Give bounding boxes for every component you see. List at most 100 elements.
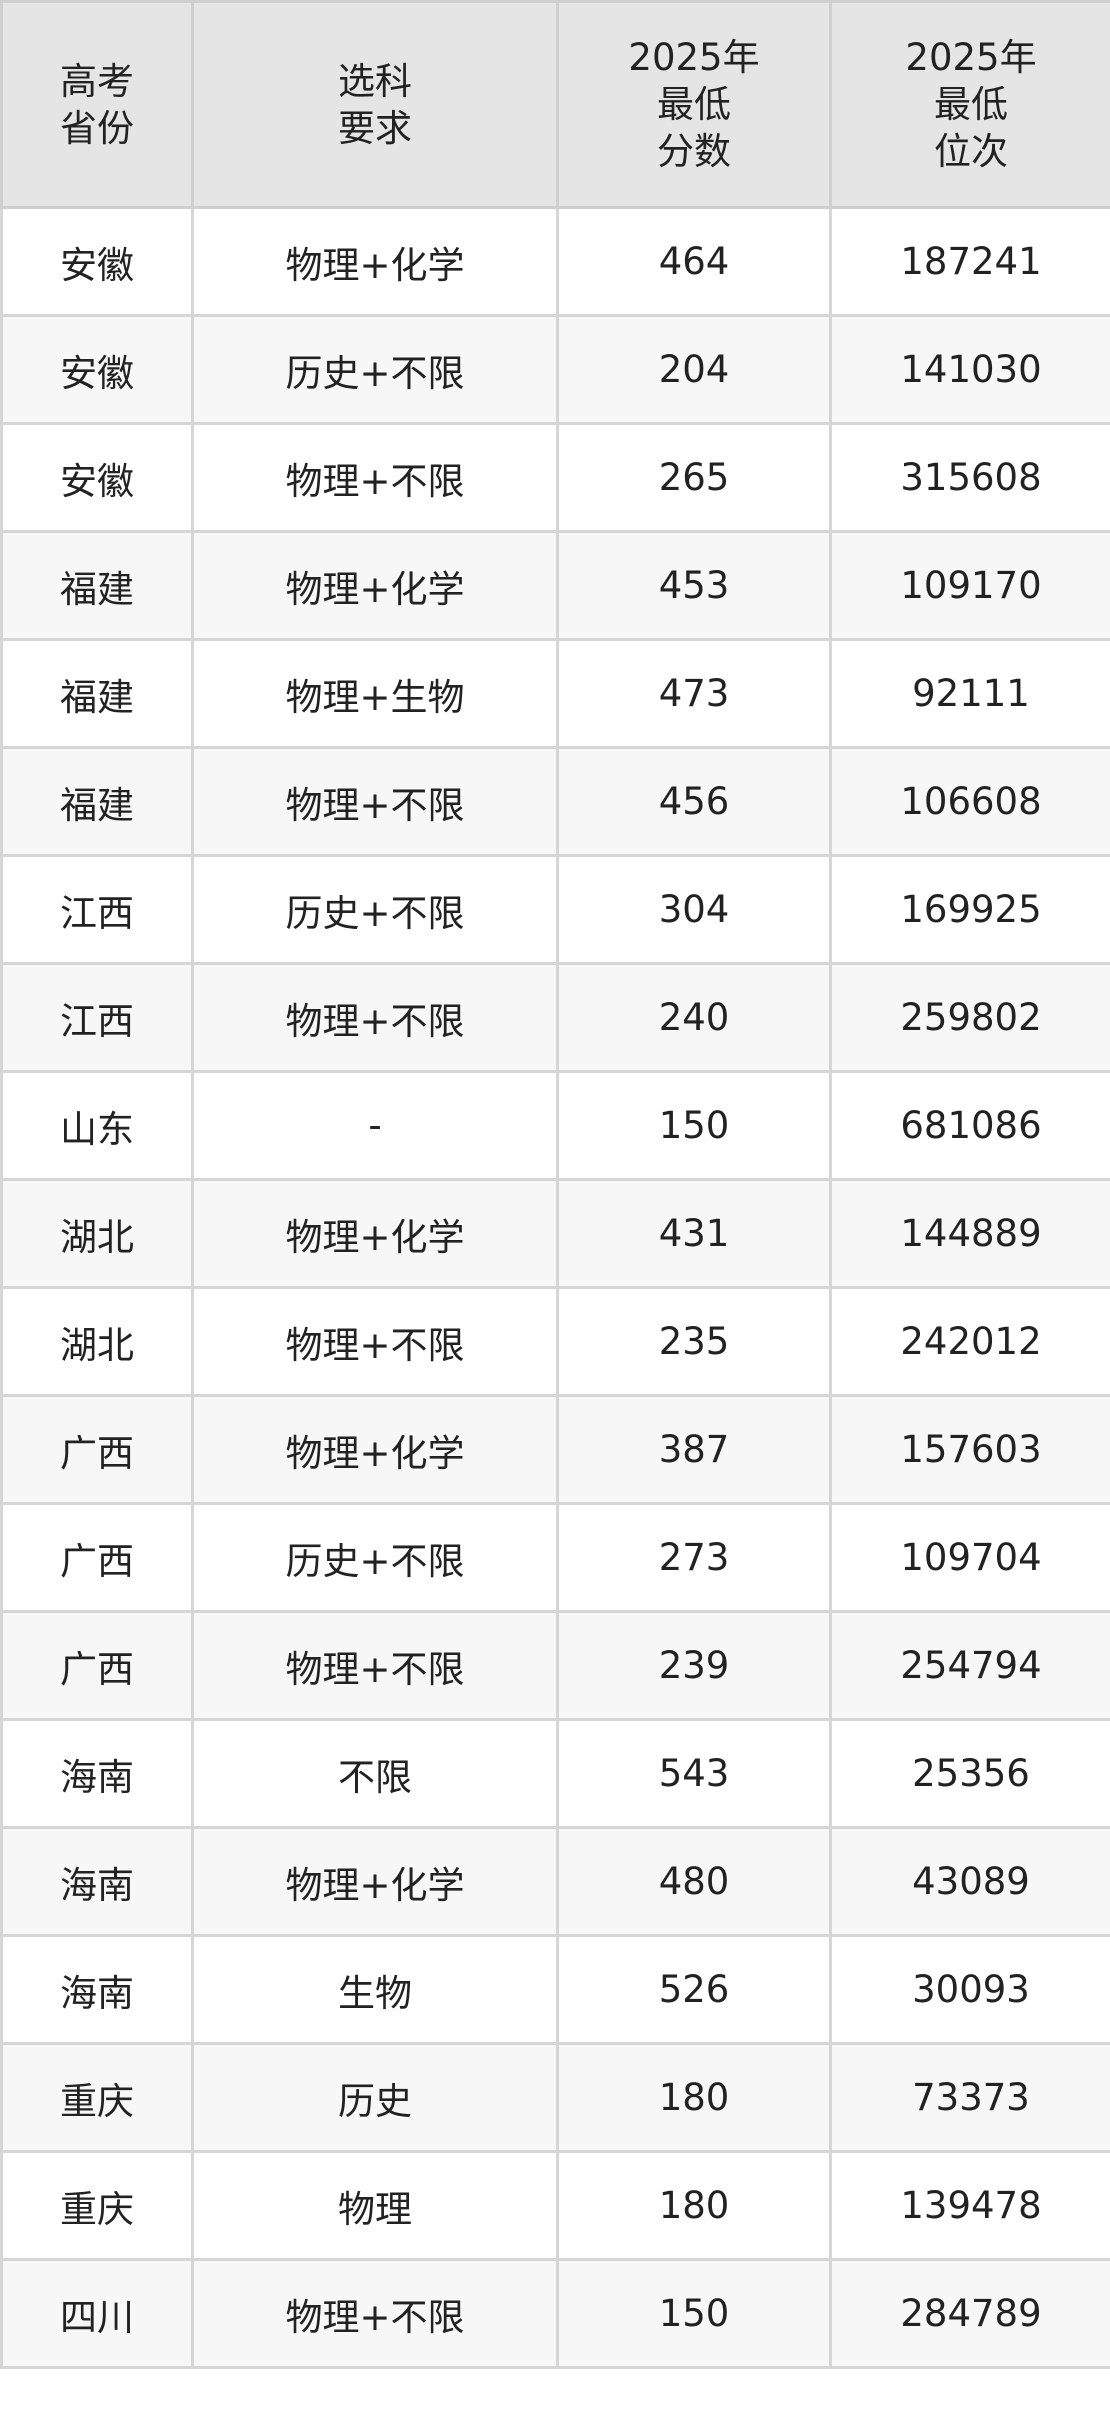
score-cell: 543 xyxy=(556,1718,832,1829)
table-row: 福建 物理+化学 453 109170 xyxy=(0,530,1110,641)
header-min-rank: 2025年 最低 位次 xyxy=(829,0,1110,209)
rank-cell: 157603 xyxy=(829,1394,1110,1505)
table-row: 海南 不限 543 25356 xyxy=(0,1718,1110,1829)
table-row: 安徽 物理+不限 265 315608 xyxy=(0,422,1110,533)
province-cell: 湖北 xyxy=(0,1178,194,1289)
subjects-cell: 物理+不限 xyxy=(191,1610,559,1721)
score-cell: 473 xyxy=(556,638,832,749)
subjects-cell: 物理+化学 xyxy=(191,206,559,317)
header-min-score: 2025年 最低 分数 xyxy=(556,0,832,209)
header-line: 省份 xyxy=(60,106,134,150)
subjects-cell: 物理+不限 xyxy=(191,746,559,857)
table-row: 海南 生物 526 30093 xyxy=(0,1934,1110,2045)
rank-cell: 109704 xyxy=(829,1502,1110,1613)
province-cell: 福建 xyxy=(0,746,194,857)
rank-cell: 141030 xyxy=(829,314,1110,425)
subjects-cell: 物理+化学 xyxy=(191,1394,559,1505)
score-cell: 464 xyxy=(556,206,832,317)
subjects-cell: 不限 xyxy=(191,1718,559,1829)
table-row: 重庆 历史 180 73373 xyxy=(0,2042,1110,2153)
rank-cell: 284789 xyxy=(829,2258,1110,2369)
header-line: 高考 xyxy=(60,59,134,103)
score-cell: 204 xyxy=(556,314,832,425)
rank-cell: 25356 xyxy=(829,1718,1110,1829)
province-cell: 福建 xyxy=(0,530,194,641)
table-row: 山东 -150 681086 xyxy=(0,1070,1110,1181)
province-cell: 海南 xyxy=(0,1718,194,1829)
header-line: 分数 xyxy=(657,130,731,173)
rank-cell: 259802 xyxy=(829,962,1110,1073)
province-cell: 重庆 xyxy=(0,2042,194,2153)
province-cell: 广西 xyxy=(0,1394,194,1505)
subjects-cell: 物理+不限 xyxy=(191,962,559,1073)
score-cell: 526 xyxy=(556,1934,832,2045)
score-cell: 235 xyxy=(556,1286,832,1397)
header-province: 高考 省份 xyxy=(0,0,194,209)
rank-cell: 106608 xyxy=(829,746,1110,857)
province-cell: 四川 xyxy=(0,2258,194,2369)
score-cell: 273 xyxy=(556,1502,832,1613)
subjects-cell: 历史+不限 xyxy=(191,854,559,965)
province-cell: 海南 xyxy=(0,1826,194,1937)
table-row: 重庆 物理 180 139478 xyxy=(0,2150,1110,2261)
rank-cell: 144889 xyxy=(829,1178,1110,1289)
table-row: 福建 物理+生物 473 92111 xyxy=(0,638,1110,749)
table-row: 安徽 物理+化学 464 187241 xyxy=(0,206,1110,317)
province-cell: 重庆 xyxy=(0,2150,194,2261)
subjects-cell: 物理+不限 xyxy=(191,422,559,533)
province-cell: 湖北 xyxy=(0,1286,194,1397)
score-cell: 387 xyxy=(556,1394,832,1505)
province-cell: 江西 xyxy=(0,962,194,1073)
header-line: 选科 xyxy=(338,59,412,103)
table-row: 江西 历史+不限 304 169925 xyxy=(0,854,1110,965)
score-cell: 453 xyxy=(556,530,832,641)
subjects-cell: 物理 xyxy=(191,2150,559,2261)
province-cell: 江西 xyxy=(0,854,194,965)
table-row: 广西 物理+化学 387 157603 xyxy=(0,1394,1110,1505)
table-header-row: 高考 省份 选科 要求 2025年 最低 分数 2025年 最低 位次 xyxy=(0,0,1110,209)
table-row: 江西 物理+不限 240 259802 xyxy=(0,962,1110,1073)
subjects-cell: 物理+化学 xyxy=(191,1826,559,1937)
subjects-cell: - xyxy=(191,1070,559,1181)
rank-cell: 681086 xyxy=(829,1070,1110,1181)
rank-cell: 73373 xyxy=(829,2042,1110,2153)
table-row: 湖北 物理+不限 235 242012 xyxy=(0,1286,1110,1397)
rank-cell: 30093 xyxy=(829,1934,1110,2045)
subjects-cell: 物理+化学 xyxy=(191,1178,559,1289)
rank-cell: 169925 xyxy=(829,854,1110,965)
table-row: 广西 物理+不限 239 254794 xyxy=(0,1610,1110,1721)
rank-cell: 92111 xyxy=(829,638,1110,749)
header-line: 要求 xyxy=(338,106,412,150)
province-cell: 安徽 xyxy=(0,314,194,425)
score-cell: 456 xyxy=(556,746,832,857)
rank-cell: 43089 xyxy=(829,1826,1110,1937)
province-cell: 广西 xyxy=(0,1610,194,1721)
score-cell: 180 xyxy=(556,2150,832,2261)
province-cell: 广西 xyxy=(0,1502,194,1613)
score-cell: 304 xyxy=(556,854,832,965)
subjects-cell: 历史 xyxy=(191,2042,559,2153)
province-cell: 福建 xyxy=(0,638,194,749)
subjects-cell: 物理+化学 xyxy=(191,530,559,641)
rank-cell: 187241 xyxy=(829,206,1110,317)
subjects-cell: 生物 xyxy=(191,1934,559,2045)
rank-cell: 242012 xyxy=(829,1286,1110,1397)
table-row: 四川 物理+不限 150 284789 xyxy=(0,2258,1110,2369)
subjects-cell: 历史+不限 xyxy=(191,1502,559,1613)
rank-cell: 109170 xyxy=(829,530,1110,641)
score-cell: 150 xyxy=(556,2258,832,2369)
rank-cell: 254794 xyxy=(829,1610,1110,1721)
table-row: 广西 历史+不限 273 109704 xyxy=(0,1502,1110,1613)
subjects-cell: 物理+不限 xyxy=(191,1286,559,1397)
score-cell: 265 xyxy=(556,422,832,533)
header-line: 2025年 xyxy=(905,36,1037,79)
table-row: 海南 物理+化学 480 43089 xyxy=(0,1826,1110,1937)
score-cell: 150 xyxy=(556,1070,832,1181)
header-line: 位次 xyxy=(934,130,1008,173)
table-row: 安徽 历史+不限 204 141030 xyxy=(0,314,1110,425)
subjects-cell: 历史+不限 xyxy=(191,314,559,425)
province-cell: 安徽 xyxy=(0,206,194,317)
province-cell: 安徽 xyxy=(0,422,194,533)
header-line: 最低 xyxy=(934,83,1008,126)
subjects-cell: 物理+不限 xyxy=(191,2258,559,2369)
